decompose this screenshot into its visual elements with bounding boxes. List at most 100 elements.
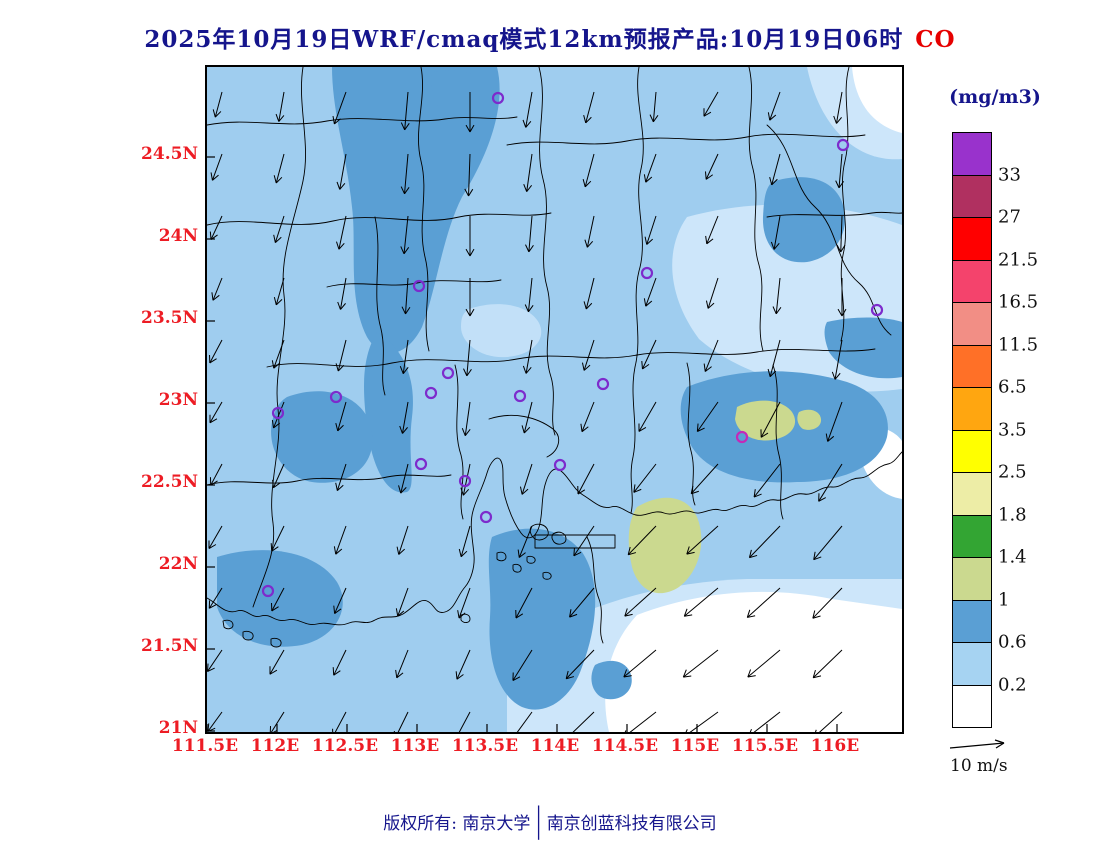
wind-vector-arrow [690, 463, 719, 495]
admin-boundary-line [630, 67, 644, 514]
admin-boundary-line [538, 67, 556, 436]
wind-vector-arrow [273, 277, 285, 306]
wind-vector-arrow [335, 339, 347, 372]
wind-vector-arrow [211, 277, 223, 301]
wind-vector-arrow [836, 215, 846, 253]
wind-vector-arrow [580, 401, 595, 433]
admin-boundary-line [207, 451, 902, 626]
colorbar-tick-label: 21.5 [998, 249, 1039, 270]
lat-tick-label: 23N [158, 390, 198, 410]
city-station-marker [424, 386, 438, 400]
wind-vector-arrow [767, 91, 781, 121]
wind-vector-arrow [465, 216, 475, 257]
admin-boundary-line [266, 348, 876, 368]
admin-boundary-line [454, 364, 464, 520]
wind-vector-arrow [273, 215, 285, 244]
page-title: 2025年10月19日WRF/cmaq模式12km预报产品:10月19日06时 C… [0, 20, 1100, 54]
copyright-separator: │ [533, 807, 544, 841]
lat-tick-label: 23.5N [141, 308, 198, 328]
colorbar-tick-label: 27 [998, 206, 1021, 228]
city-station-marker [271, 406, 285, 420]
city-station-marker [596, 377, 610, 391]
lat-tick-label: 22.5N [141, 472, 198, 492]
lon-tick-label: 113E [390, 736, 440, 756]
concentration-region-steel-south-band [488, 528, 596, 710]
lat-tick-label: 21.5N [141, 636, 198, 656]
pollutant-label: CO [915, 26, 956, 53]
wind-vector-arrow [523, 153, 533, 192]
wind-vector-arrow [818, 463, 843, 502]
wind-vector-arrow [565, 649, 595, 680]
wind-vector-arrow [525, 215, 534, 253]
lon-tick-label: 115E [670, 736, 720, 756]
wind-vector-arrow [207, 711, 223, 732]
concentration-region-steel-mid-band [364, 332, 413, 493]
wind-vector-arrow [335, 401, 347, 432]
wind-vector-arrow [812, 587, 843, 619]
wind-vector-arrow [644, 215, 657, 245]
admin-boundary-line [207, 116, 518, 126]
wind-vector-arrow [813, 525, 843, 561]
wind-vector-arrow [747, 649, 781, 678]
city-station-marker [458, 474, 472, 488]
admin-boundary-line [766, 211, 902, 218]
admin-boundary-line [242, 630, 254, 641]
city-station-marker [836, 138, 850, 152]
city-station-marker [735, 430, 749, 444]
admin-boundary-line [686, 362, 696, 506]
wind-vector-arrow [212, 91, 223, 118]
concentration-region-pale-mid [461, 304, 542, 358]
wind-vector-arrow [519, 463, 533, 495]
concentration-region-white-bottomright [605, 591, 902, 732]
admin-boundary-line [512, 563, 522, 573]
copyright-right: 南京创蓝科技有限公司 [546, 814, 717, 834]
city-station-marker [491, 91, 505, 105]
colorbar [952, 132, 992, 728]
wind-vector-arrow [583, 277, 595, 310]
wind-vector-arrow [337, 277, 347, 310]
colorbar-tick-label: 0.6 [998, 631, 1027, 653]
wind-vector-arrow [458, 711, 471, 732]
lon-tick-label: 114.5E [591, 736, 659, 756]
wind-vector-arrow [273, 153, 285, 184]
lat-tick-label: 24N [158, 226, 198, 246]
wind-vector-arrow [465, 278, 475, 317]
admin-boundary-line [526, 555, 536, 564]
city-station-marker [441, 366, 455, 380]
wind-vector-arrow [398, 463, 409, 494]
copyright-left: 版权所有: 南京大学 [383, 814, 531, 834]
colorbar-tick-label: 0.2 [998, 674, 1027, 695]
wind-vector-arrow [269, 711, 285, 732]
colorbar-cell [953, 473, 991, 516]
admin-boundary-line [460, 613, 471, 623]
wind-vector-arrow [748, 525, 781, 559]
concentration-region-steel-right-band [824, 317, 902, 379]
colorbar-units-label: (mg/m3) [949, 86, 1041, 108]
lon-tick-label: 111.5E [171, 736, 239, 756]
colorbar-tick-label: 1.4 [998, 546, 1027, 568]
wind-vector-arrow [458, 525, 471, 558]
concentration-region-khaki-a [735, 400, 796, 441]
wind-vector-arrow [400, 91, 410, 131]
wind-vector-arrow [333, 525, 347, 555]
wind-vector-arrow [837, 278, 847, 317]
lon-tick-label: 114E [530, 736, 580, 756]
colorbar-cell [953, 388, 991, 431]
wind-vector-arrow [271, 401, 285, 429]
concentration-region-steel-left-blob [271, 391, 373, 483]
wind-reference-arrow-icon [949, 739, 1005, 749]
wind-vector-arrow [516, 711, 533, 732]
title-text: 2025年10月19日WRF/cmaq模式12km预报产品:10月19日06时 [144, 26, 904, 53]
wind-vector-arrow [461, 401, 471, 436]
wind-vector-arrow [682, 649, 719, 678]
wind-vector-arrow [573, 525, 595, 557]
wind-vector-arrow [522, 339, 533, 374]
wind-vector-arrow [333, 587, 347, 614]
colorbar-cell [953, 218, 991, 261]
lon-tick-label: 116E [810, 736, 860, 756]
city-station-marker [329, 390, 343, 404]
admin-boundary-line [551, 531, 567, 545]
wind-vector-arrow [464, 153, 474, 197]
colorbar-cell [953, 133, 991, 176]
concentration-region-khaki-c [628, 497, 702, 594]
